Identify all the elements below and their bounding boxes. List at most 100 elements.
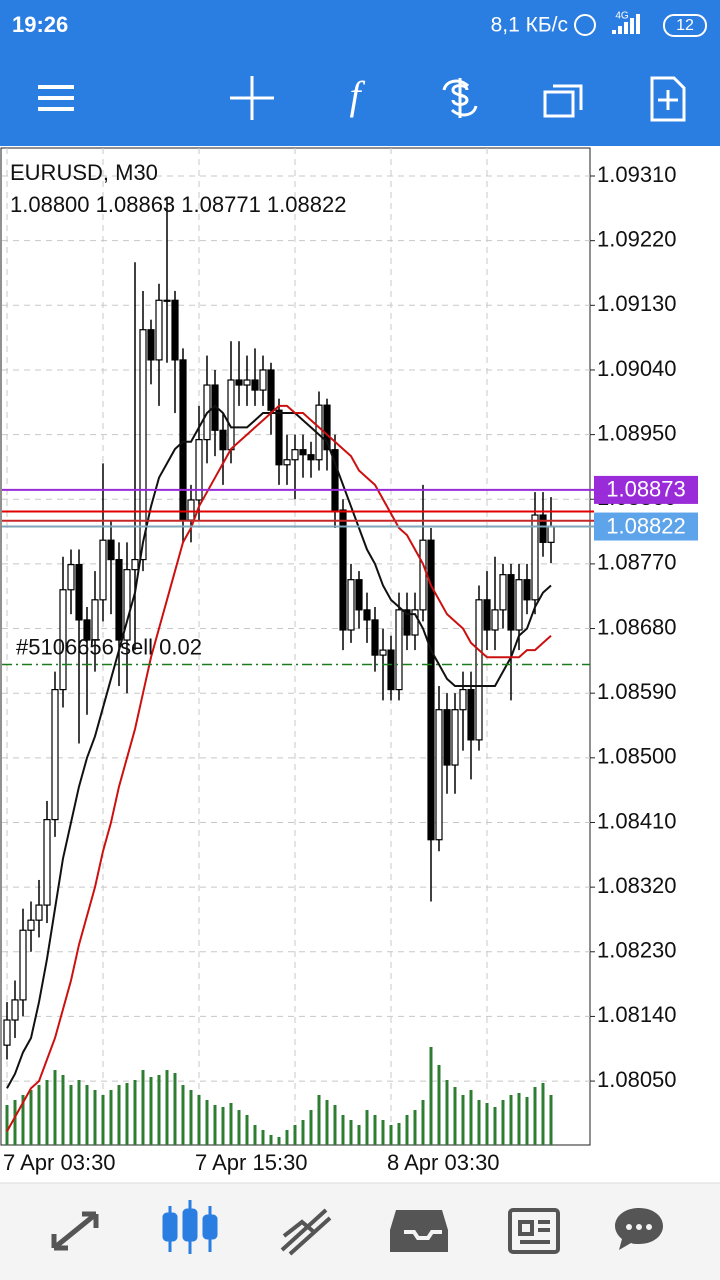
candle-body <box>243 379 251 386</box>
candle-body <box>323 404 331 451</box>
price-label-box <box>594 475 698 504</box>
volume-bar <box>61 1075 65 1145</box>
price-label: 1.08822 <box>606 513 686 538</box>
volume-bar <box>77 1080 81 1145</box>
trade-tab[interactable] <box>280 1208 332 1256</box>
menu-button[interactable] <box>38 85 74 111</box>
volume-bar <box>269 1135 273 1145</box>
volume-bar <box>69 1085 73 1145</box>
volume-bar <box>285 1130 289 1145</box>
candle-body <box>363 609 371 621</box>
candle-body <box>451 709 459 766</box>
candle-body <box>403 609 411 636</box>
candle-body <box>35 904 43 921</box>
volume-bar <box>5 1105 9 1145</box>
volume-bar <box>525 1097 529 1145</box>
candle-body <box>347 579 355 631</box>
candle-body <box>547 525 555 543</box>
candle-body <box>99 539 107 601</box>
volume-bar <box>229 1103 233 1145</box>
candle-body <box>67 564 75 591</box>
volume-bar <box>349 1120 353 1145</box>
volume-bar <box>453 1087 457 1145</box>
candle-body <box>235 379 243 386</box>
history-tab[interactable] <box>390 1210 448 1252</box>
x-tick-label: 8 Apr 03:30 <box>387 1150 500 1175</box>
plot-area <box>2 148 595 1145</box>
volume-bar <box>189 1090 193 1145</box>
battery <box>663 14 707 37</box>
quotes-tab[interactable] <box>51 1211 99 1251</box>
signal-icon <box>612 14 640 34</box>
candle-body <box>475 599 483 741</box>
news-tab[interactable] <box>508 1208 560 1254</box>
candle-body <box>331 449 339 511</box>
net-speed: 8,1 КБ/с <box>491 14 568 37</box>
candle-body <box>507 574 515 631</box>
volume-bar <box>357 1125 361 1145</box>
crosshair-button[interactable] <box>230 76 274 120</box>
new-order-button[interactable] <box>650 76 686 122</box>
volume-bar <box>13 1100 17 1145</box>
candle-body <box>499 574 507 611</box>
volume-bar <box>549 1095 553 1145</box>
ohlc-values: 1.08800 1.08863 1.08771 1.08822 <box>10 192 346 217</box>
volume-bar <box>205 1100 209 1145</box>
candle-body <box>195 439 203 501</box>
volume-bar <box>485 1103 489 1145</box>
volume-bar <box>173 1073 177 1145</box>
volume-bar <box>141 1070 145 1145</box>
symbol-title: EURUSD, M30 <box>10 160 158 185</box>
y-tick-label: 1.08500 <box>597 744 677 769</box>
top-bar <box>0 0 720 146</box>
candle-body <box>27 919 35 931</box>
candle-body <box>43 819 51 906</box>
candle-body <box>171 299 179 361</box>
volume-bar <box>477 1100 481 1145</box>
y-tick-label: 1.08410 <box>597 808 677 833</box>
bottom-nav <box>0 1183 720 1280</box>
candle-body <box>491 609 499 631</box>
volume-bar <box>85 1085 89 1145</box>
volume-bar <box>125 1083 129 1145</box>
volume-bar <box>373 1115 377 1145</box>
volume-bar <box>165 1070 169 1145</box>
volume-bar <box>37 1085 41 1145</box>
volume-bar <box>245 1115 249 1145</box>
volume-bar <box>253 1125 257 1145</box>
candle-body <box>523 579 531 601</box>
volume-bar <box>493 1107 497 1145</box>
volume-bar <box>237 1110 241 1145</box>
volume-bar <box>261 1130 265 1145</box>
volume-bar <box>445 1080 449 1145</box>
volume-bar <box>117 1085 121 1145</box>
windows-button[interactable] <box>543 84 583 118</box>
candle-body <box>187 499 195 521</box>
candle-body <box>387 649 395 691</box>
candle-body <box>427 539 435 841</box>
y-tick-label: 1.08140 <box>597 1002 677 1027</box>
y-tick-label: 1.08050 <box>597 1067 677 1092</box>
volume-bar <box>397 1123 401 1145</box>
volume-bar <box>197 1095 201 1145</box>
candle-body <box>443 709 451 766</box>
volume-bar <box>277 1137 281 1145</box>
candle-body <box>179 359 187 521</box>
y-tick-label: 1.08770 <box>597 550 677 575</box>
price-label-box <box>594 512 698 541</box>
y-tick-label: 1.08320 <box>597 873 677 898</box>
chart-tab[interactable] <box>162 1200 218 1254</box>
candle-body <box>155 299 163 361</box>
volume-bar <box>133 1080 137 1145</box>
volume-bar <box>469 1090 473 1145</box>
y-tick-label: 1.09220 <box>597 226 677 251</box>
candle-body <box>139 329 147 561</box>
x-tick-label: 7 Apr 15:30 <box>195 1150 308 1175</box>
volume-bar <box>541 1083 545 1145</box>
volume-bar <box>157 1075 161 1145</box>
candle-body <box>259 369 267 391</box>
chat-tab[interactable] <box>615 1208 663 1250</box>
trade-button[interactable] <box>442 78 478 118</box>
